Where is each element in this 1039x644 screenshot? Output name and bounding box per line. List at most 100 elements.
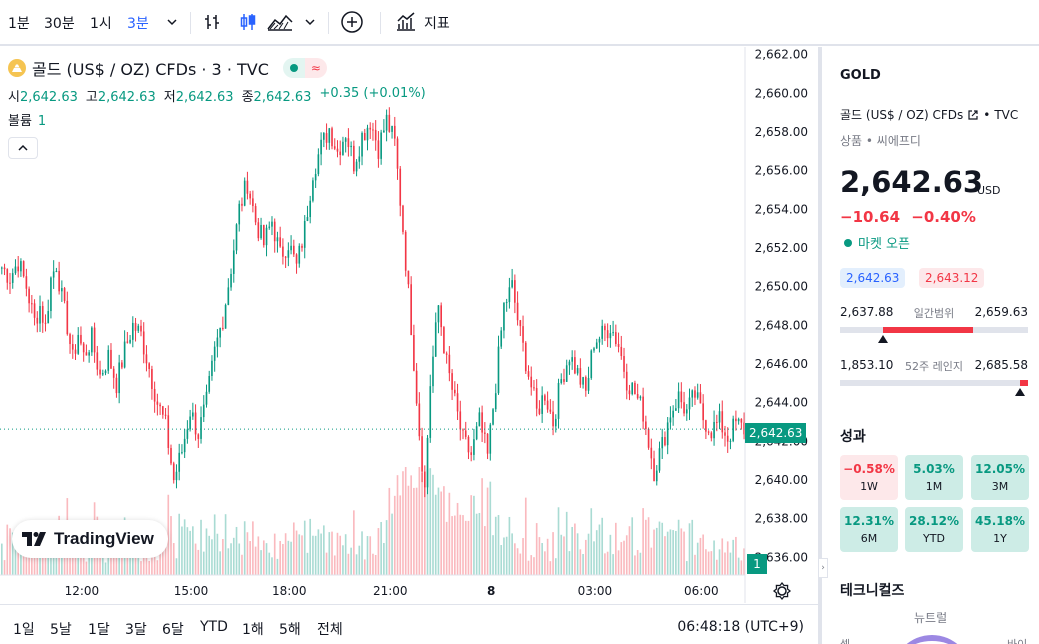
performance-tile-3m[interactable]: 12.05% 3M	[971, 455, 1029, 500]
volume-bar	[257, 536, 260, 575]
volume-bar	[617, 550, 620, 575]
indicators-button[interactable]: 지표	[424, 16, 450, 32]
volume-bar	[186, 527, 189, 575]
price-tick-label: 2,662.00	[755, 48, 808, 62]
legend-collapse-button[interactable]	[8, 137, 38, 159]
interval-dropdown-chevron-icon[interactable]	[160, 10, 184, 34]
candle-body	[145, 354, 148, 364]
volume-bar	[601, 517, 604, 575]
candle-body	[232, 250, 235, 274]
chart-clock[interactable]: 06:48:18 (UTC+9)	[677, 619, 804, 635]
tradingview-logo-text: TradingView	[54, 529, 154, 548]
chart-area[interactable]: 2,662.00 2,660.00 2,658.00 2,656.00 2,654.00…	[0, 47, 818, 603]
volume-bar	[451, 516, 453, 575]
candle-body	[399, 168, 402, 206]
panel-symbol[interactable]: GOLD	[840, 68, 881, 83]
volume-bar	[9, 528, 11, 575]
range-1d[interactable]: 1일	[13, 622, 35, 638]
volume-bar	[170, 516, 172, 575]
range-6m[interactable]: 6달	[162, 622, 184, 638]
range-ytd[interactable]: YTD	[200, 619, 228, 635]
candle-body	[1, 267, 3, 269]
external-link-icon[interactable]	[967, 109, 979, 121]
panel-symbol-name[interactable]: 골드 (US$ / OZ) CFDs	[840, 108, 964, 122]
candle-body	[407, 270, 410, 285]
range-1m[interactable]: 1달	[88, 622, 110, 638]
symbol-title[interactable]: 골드 (US$ / OZ) CFDs · 3 · TVC	[32, 60, 269, 79]
volume-bar	[636, 550, 639, 575]
panel-exchange[interactable]: TVC	[994, 107, 1019, 122]
interval-3m[interactable]: 3분	[127, 16, 149, 32]
volume-bar	[309, 518, 312, 575]
volume-bar	[159, 553, 161, 575]
volume-bar	[246, 532, 249, 575]
performance-tile-1m[interactable]: 5.03% 1M	[905, 455, 963, 500]
volume-bar	[560, 534, 563, 575]
candle-body	[268, 226, 271, 228]
candle-body	[650, 447, 653, 459]
compare-add-symbol-icon[interactable]	[340, 10, 364, 34]
indicators-icon[interactable]	[394, 10, 418, 34]
volume-bar	[658, 521, 661, 575]
range-3m[interactable]: 3달	[125, 622, 147, 638]
performance-tile-ytd[interactable]: 28.12% YTD	[905, 507, 963, 552]
candle-body	[694, 390, 696, 398]
open-label: 시	[8, 90, 20, 105]
volume-bar	[192, 526, 194, 575]
candle-body	[571, 357, 573, 362]
interval-1h[interactable]: 1시	[90, 16, 112, 32]
range-5d[interactable]: 5날	[50, 622, 72, 638]
volume-bar	[284, 533, 287, 575]
chart-settings-gear-icon[interactable]	[771, 580, 793, 602]
panel-divider[interactable]	[818, 47, 822, 644]
interval-1m[interactable]: 1분	[8, 16, 30, 32]
market-status[interactable]: 마켓 오픈	[844, 233, 910, 252]
interval-30m[interactable]: 30분	[44, 16, 75, 32]
performance-tile-1y[interactable]: 45.18% 1Y	[971, 507, 1029, 552]
candle-body	[183, 438, 186, 453]
candle-body	[101, 373, 104, 375]
candle-body	[219, 327, 221, 338]
candle-body	[284, 256, 287, 258]
candle-body	[320, 139, 322, 155]
candle-body	[448, 354, 451, 374]
performance-value: 5.03%	[913, 462, 955, 476]
volume-bar	[664, 536, 666, 575]
price-tick-label: 2,656.00	[755, 164, 808, 178]
range-all[interactable]: 전체	[317, 622, 343, 638]
range-1y[interactable]: 1해	[242, 622, 264, 638]
week52-range-low: 1,853.10	[840, 358, 894, 372]
bar-chart-type-icon[interactable]	[200, 10, 224, 34]
technicals-title[interactable]: 테크니컬즈	[840, 583, 905, 599]
candle-body	[576, 368, 579, 374]
candle-body	[432, 356, 434, 387]
performance-tile-1w[interactable]: −0.58% 1W	[840, 455, 898, 500]
candle-body	[527, 371, 530, 377]
time-tick-label: 15:00	[174, 584, 209, 598]
volume-bar	[445, 521, 448, 575]
tradingview-watermark[interactable]: TradingView	[12, 520, 168, 558]
price-chart[interactable]: 2,662.00 2,660.00 2,658.00 2,656.00 2,654.00…	[0, 47, 818, 603]
volume-bar	[88, 549, 90, 575]
volume-bar	[694, 554, 696, 575]
candle-body	[604, 325, 606, 331]
candle-body	[20, 261, 22, 272]
candle-body	[549, 409, 552, 412]
market-status-pill[interactable]: ≈	[282, 58, 327, 78]
collapse-panel-chevron-icon[interactable]: ›	[818, 558, 828, 578]
candle-body	[366, 127, 369, 141]
volume-bar	[183, 519, 186, 575]
performance-value: 12.05%	[975, 462, 1025, 476]
candle-body	[118, 362, 120, 394]
volume-bar	[252, 521, 254, 575]
range-5y[interactable]: 5해	[279, 622, 301, 638]
area-chart-type-icon[interactable]	[266, 10, 293, 34]
candlestick-chart-type-icon[interactable]	[236, 10, 260, 34]
chart-type-dropdown-chevron-icon[interactable]	[298, 10, 322, 34]
ask-price: 2,643.12	[919, 268, 985, 288]
volume-bar	[358, 545, 361, 575]
performance-tile-6m[interactable]: 12.31% 6M	[840, 507, 898, 552]
volume-bar	[366, 536, 369, 575]
volume-bar	[350, 547, 352, 575]
volume-bar	[189, 530, 191, 575]
